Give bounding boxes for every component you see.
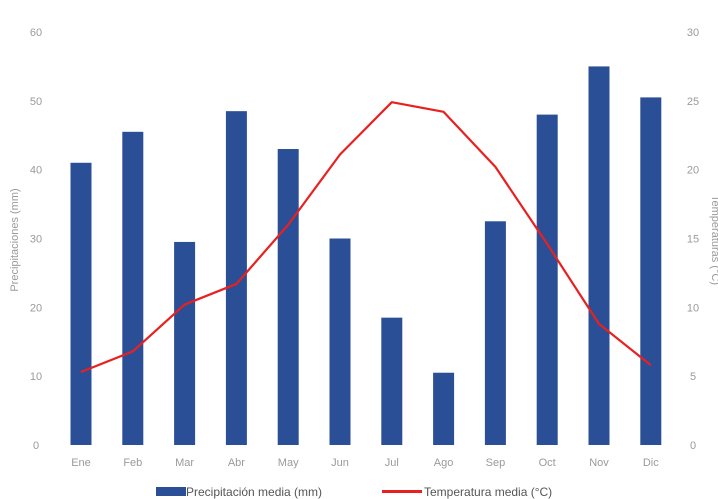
left-axis-ticks: 0 10 20 30 40 50 60 bbox=[30, 27, 42, 452]
y2-tick-label: 25 bbox=[687, 96, 699, 108]
y-tick-label: 0 bbox=[33, 440, 39, 452]
precipitation-bar bbox=[277, 149, 299, 445]
temperature-line bbox=[80, 101, 652, 374]
precipitation-bar bbox=[433, 372, 455, 445]
precipitation-bar bbox=[640, 97, 662, 446]
precipitation-bar bbox=[329, 238, 351, 445]
x-tick-label: Abr bbox=[228, 457, 245, 469]
legend-bar-label: Precipitación media (mm) bbox=[186, 485, 322, 499]
precipitation-bar bbox=[70, 162, 92, 446]
y2-tick-label: 15 bbox=[687, 234, 699, 246]
y-tick-label: 10 bbox=[30, 371, 42, 383]
x-tick-label: Oct bbox=[539, 457, 556, 469]
x-tick-label: May bbox=[278, 457, 299, 469]
precipitation-bar bbox=[588, 66, 610, 446]
legend-bar-swatch bbox=[156, 487, 186, 496]
precipitation-bar bbox=[536, 114, 558, 445]
x-tick-label: Sep bbox=[486, 457, 506, 469]
x-tick-label: Ago bbox=[434, 457, 454, 469]
right-axis-ticks: 0 5 10 15 20 25 30 bbox=[687, 27, 699, 452]
precipitation-bar bbox=[122, 131, 144, 445]
precipitation-bar bbox=[484, 221, 506, 445]
precipitation-bar bbox=[225, 111, 247, 446]
legend: Precipitación media (mm) Temperatura med… bbox=[156, 485, 552, 499]
y-axis-title: Precipitaciones (mm) bbox=[9, 188, 21, 291]
y-tick-label: 20 bbox=[30, 302, 42, 314]
month-labels: Ene Feb Mar Abr May Jun Jul Ago Sep Oct Nov Dic bbox=[71, 457, 659, 469]
x-tick-label: Dic bbox=[643, 457, 659, 469]
y-tick-label: 50 bbox=[30, 96, 42, 108]
x-tick-label: Jul bbox=[385, 457, 399, 469]
y2-tick-label: 20 bbox=[687, 165, 699, 177]
legend-line-label: Temperatura media (°C) bbox=[424, 485, 552, 499]
x-tick-label: Ene bbox=[71, 457, 91, 469]
y2-tick-label: 5 bbox=[690, 371, 696, 383]
y2-tick-label: 0 bbox=[690, 440, 696, 452]
y-tick-label: 30 bbox=[30, 234, 42, 246]
y2-axis-title: Temperaturas (°C) bbox=[709, 195, 718, 285]
precipitation-bar bbox=[381, 317, 403, 445]
precipitation-bar bbox=[174, 241, 196, 445]
x-tick-label: Nov bbox=[589, 457, 609, 469]
y-tick-label: 60 bbox=[30, 27, 42, 39]
x-tick-label: Mar bbox=[175, 457, 194, 469]
y-tick-label: 40 bbox=[30, 165, 42, 177]
y2-tick-label: 10 bbox=[687, 302, 699, 314]
x-tick-label: Feb bbox=[123, 457, 142, 469]
x-tick-label: Jun bbox=[331, 457, 349, 469]
precipitation-bars bbox=[70, 66, 662, 446]
y2-tick-label: 30 bbox=[687, 27, 699, 39]
legend-line-swatch bbox=[382, 490, 422, 493]
